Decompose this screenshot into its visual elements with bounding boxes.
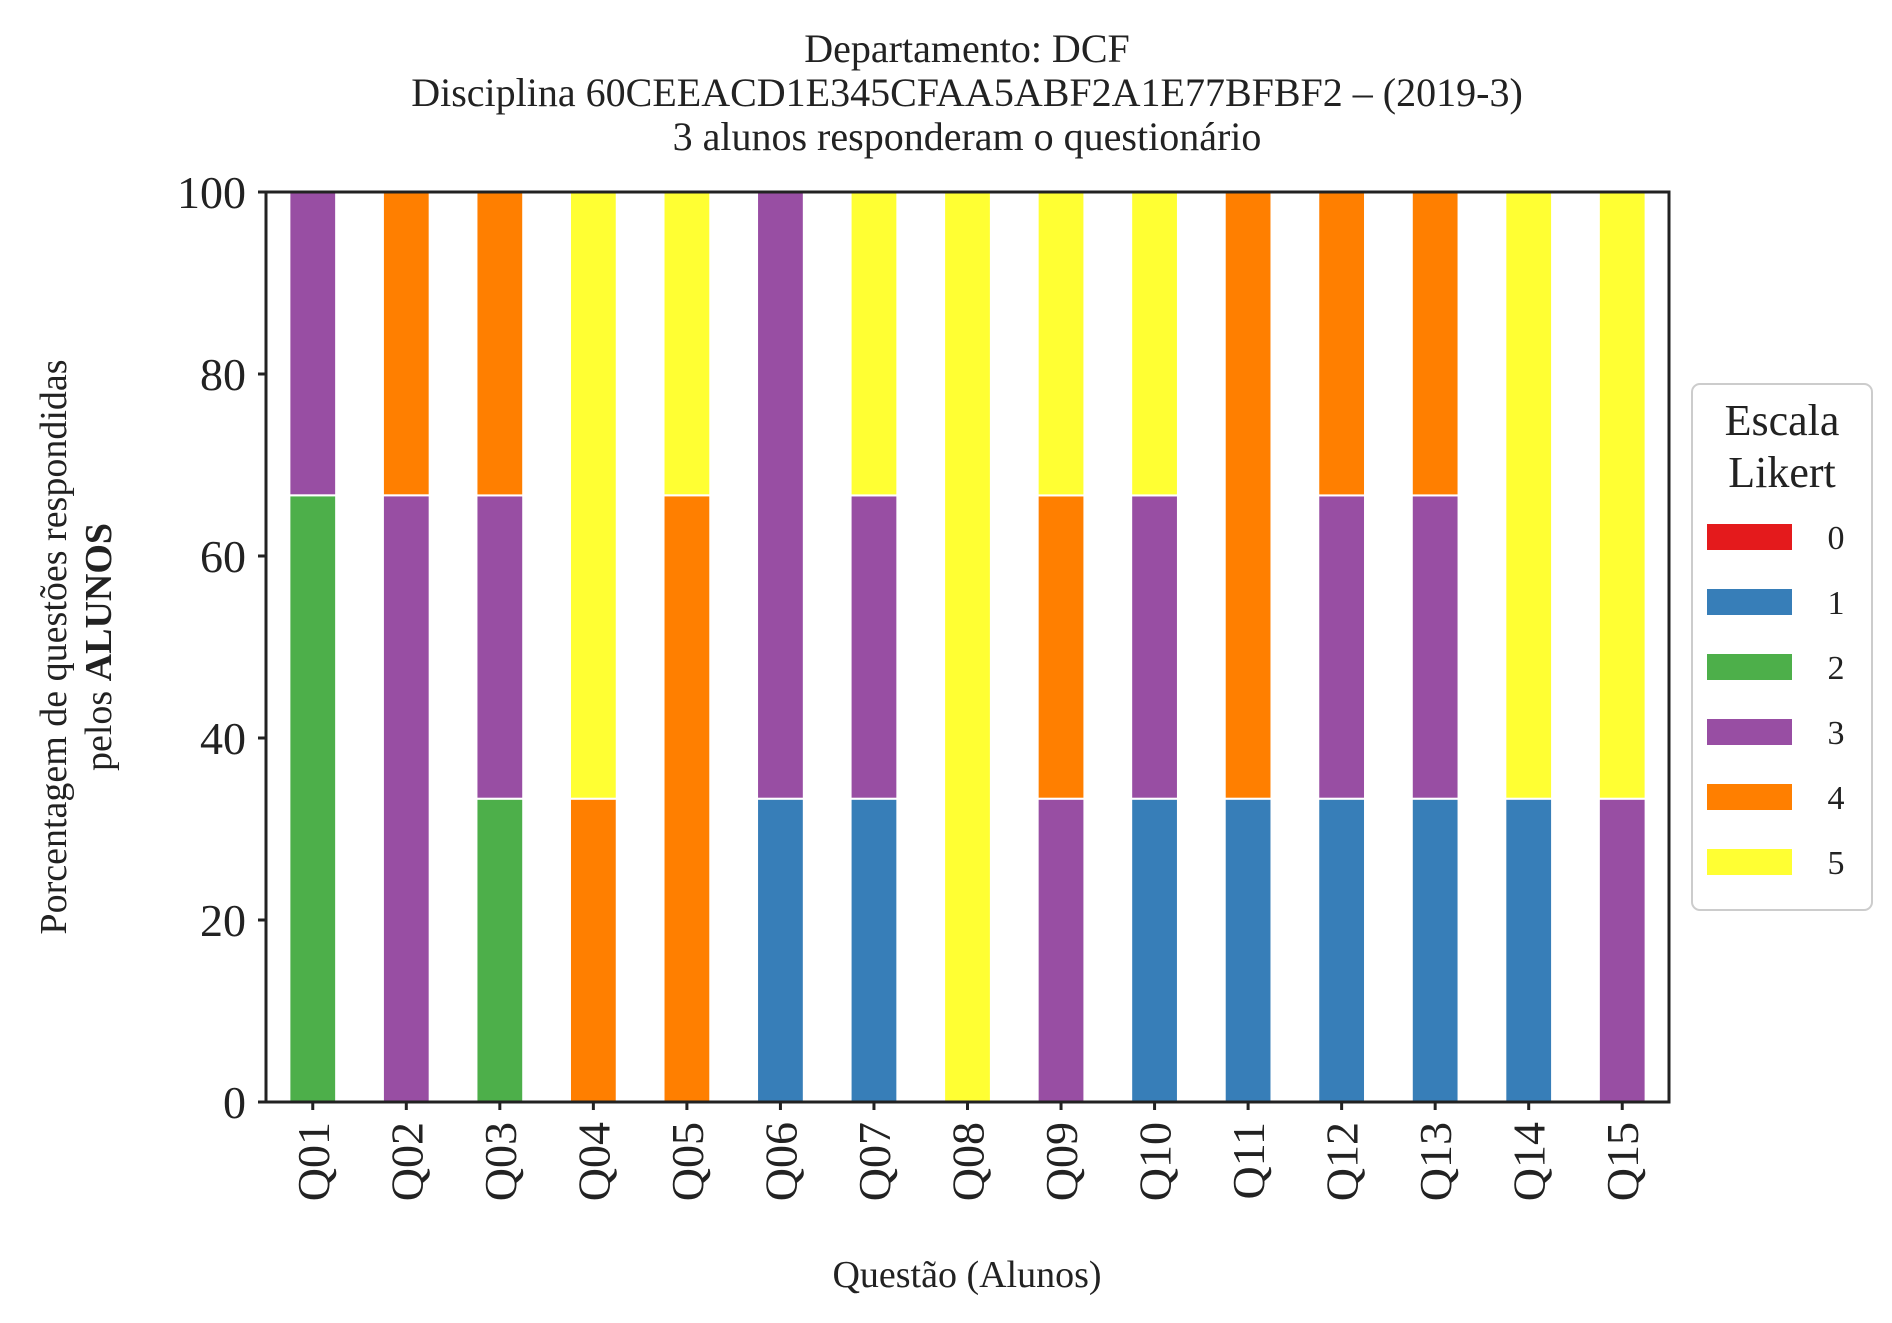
x-tick-label: Q10 [1130, 1122, 1181, 1201]
bar-segment-q07-likert-5 [849, 191, 899, 497]
bar-segment-q09-likert-4 [1036, 494, 1086, 800]
y-axis-label-line2: pelos ALUNOS [78, 523, 120, 771]
y-axis-label-prefix: pelos [78, 681, 120, 771]
bar-segment-q10-likert-1 [1130, 797, 1179, 1104]
bar-segment-q14-likert-5 [1504, 191, 1554, 800]
y-axis-ticks: 0 20 40 60 80 100 [177, 167, 266, 1128]
x-tick-label: Q09 [1036, 1122, 1087, 1201]
x-tick-label: Q15 [1597, 1122, 1648, 1201]
bar-segment-q13-likert-4 [1410, 191, 1460, 497]
bar-segment-q11-likert-4 [1223, 191, 1273, 800]
y-axis-label-line1: Porcentagem de questões respondidas [33, 359, 75, 934]
bar-segment-q05-likert-4 [662, 494, 712, 1104]
bar-segment-q09-likert-3 [1036, 797, 1086, 1104]
x-tick-label: Q04 [568, 1122, 619, 1201]
y-tick-label: 20 [200, 895, 246, 946]
bar-segment-q15-likert-5 [1597, 191, 1647, 800]
legend-label-5: 5 [1828, 845, 1845, 882]
chart-title-line-1: Departamento: DCF [804, 26, 1130, 71]
legend-swatch-2 [1707, 654, 1792, 680]
x-tick-label: Q01 [288, 1122, 339, 1201]
chart-title-line-2: Disciplina 60CEEACD1E345CFAA5ABF2A1E77BF… [411, 70, 1523, 115]
bar-segment-q03-likert-3 [475, 494, 525, 800]
x-tick-label: Q08 [943, 1122, 994, 1201]
bar-segment-q13-likert-3 [1410, 494, 1460, 800]
x-tick-label: Q03 [475, 1122, 526, 1201]
bar-segment-q01-likert-2 [288, 494, 338, 1104]
bar-segment-q02-likert-4 [381, 191, 431, 497]
bar-segment-q10-likert-5 [1130, 191, 1179, 497]
bar-segment-q05-likert-5 [662, 191, 712, 497]
legend-label-0: 0 [1828, 520, 1845, 557]
y-tick-label: 100 [177, 167, 246, 218]
bar-segment-q09-likert-5 [1036, 191, 1086, 497]
x-tick-label: Q02 [381, 1122, 432, 1201]
legend-label-3: 3 [1828, 715, 1845, 752]
legend-frame [1691, 383, 1873, 911]
bar-segment-q03-likert-2 [475, 797, 525, 1104]
bar-segment-q07-likert-3 [849, 494, 899, 800]
legend-title-line2: Likert [1728, 448, 1836, 497]
bar-segment-q07-likert-1 [849, 797, 899, 1104]
bar-segment-q12-likert-1 [1317, 797, 1367, 1104]
bar-segment-q08-likert-5 [943, 191, 992, 1103]
x-tick-label: Q13 [1410, 1122, 1461, 1201]
legend-title-line1: Escala [1725, 396, 1840, 445]
x-tick-label: Q12 [1317, 1122, 1368, 1201]
x-axis-ticks: Q01 Q02 Q03 Q04 Q05 Q06 Q07 Q08 Q09 Q10 Q11 Q12 Q13 Q… [288, 1102, 1648, 1201]
legend-label-4: 4 [1828, 780, 1845, 817]
legend: Escala Likert 0 1 2 3 4 5 [1691, 383, 1873, 911]
bar-segment-q15-likert-3 [1597, 797, 1647, 1104]
y-axis-label: Porcentagem de questões respondidas pelo… [33, 359, 120, 934]
legend-label-1: 1 [1828, 585, 1845, 622]
x-tick-label: Q07 [849, 1122, 900, 1201]
x-tick-label: Q11 [1223, 1122, 1274, 1200]
bar-segment-q14-likert-1 [1504, 797, 1554, 1104]
bar-segment-q04-likert-4 [568, 797, 618, 1104]
legend-swatch-1 [1707, 589, 1792, 615]
x-tick-label: Q06 [755, 1122, 806, 1201]
bar-segment-q02-likert-3 [381, 494, 431, 1104]
bar-segment-q01-likert-3 [288, 191, 338, 497]
y-tick-label: 40 [200, 713, 246, 764]
y-tick-label: 60 [200, 531, 246, 582]
x-tick-label: Q05 [662, 1122, 713, 1201]
bar-segment-q06-likert-3 [756, 191, 805, 800]
bar-segment-q13-likert-1 [1410, 797, 1460, 1104]
bar-stacks [288, 191, 1647, 1104]
bar-segment-q11-likert-1 [1223, 797, 1273, 1104]
legend-swatch-5 [1707, 849, 1792, 875]
bar-segment-q06-likert-1 [756, 797, 805, 1104]
y-tick-label: 0 [223, 1077, 246, 1128]
bar-segment-q10-likert-3 [1130, 494, 1179, 800]
legend-swatch-0 [1707, 524, 1792, 550]
legend-swatch-3 [1707, 719, 1792, 745]
y-axis-label-bold: ALUNOS [78, 523, 120, 681]
x-tick-label: Q14 [1504, 1122, 1555, 1201]
bar-segment-q03-likert-4 [475, 191, 525, 497]
legend-swatch-4 [1707, 784, 1792, 810]
x-axis-label: Questão (Alunos) [832, 1254, 1101, 1296]
legend-label-2: 2 [1828, 650, 1845, 687]
bar-segment-q04-likert-5 [568, 191, 618, 800]
bar-segment-q12-likert-3 [1317, 494, 1367, 800]
y-tick-label: 80 [200, 349, 246, 400]
legend-items: 0 1 2 3 4 5 [1707, 520, 1845, 882]
bar-segment-q12-likert-4 [1317, 191, 1367, 497]
chart-title-line-3: 3 alunos responderam o questionário [673, 114, 1262, 159]
